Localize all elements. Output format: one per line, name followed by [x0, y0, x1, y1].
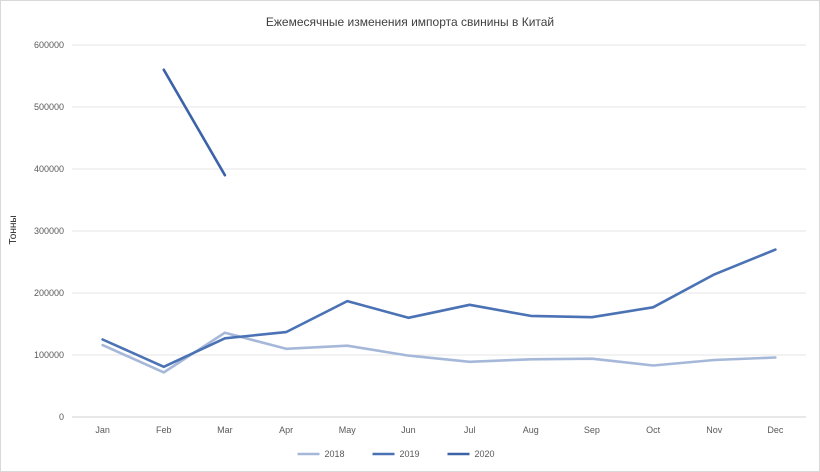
- series-line-2019: [101, 248, 777, 369]
- series-line-2018: [101, 331, 777, 374]
- y-tick-label: 200000: [34, 288, 64, 298]
- legend-label-2020: 2020: [475, 449, 495, 459]
- x-tick-label: Aug: [523, 425, 539, 435]
- y-tick-label: 400000: [34, 164, 64, 174]
- y-tick-label: 0: [59, 412, 64, 422]
- y-tick-label: 300000: [34, 226, 64, 236]
- legend-label-2019: 2019: [400, 449, 420, 459]
- x-tick-label: Mar: [217, 425, 233, 435]
- x-tick-label: Jul: [464, 425, 476, 435]
- x-tick-label: May: [339, 425, 357, 435]
- y-tick-label: 600000: [34, 40, 64, 50]
- legend-label-2018: 2018: [325, 449, 345, 459]
- x-tick-label: Feb: [156, 425, 172, 435]
- chart-title: Ежемесячные изменения импорта свинины в …: [266, 15, 554, 29]
- x-tick-label: Jun: [401, 425, 416, 435]
- x-tick-label: Dec: [767, 425, 784, 435]
- y-tick-label: 500000: [34, 102, 64, 112]
- x-tick-label: Jan: [95, 425, 110, 435]
- y-tick-label: 100000: [34, 350, 64, 360]
- x-tick-label: Sep: [584, 425, 600, 435]
- y-axis-label: Тонны: [8, 215, 19, 244]
- x-tick-label: Apr: [279, 425, 293, 435]
- series-line-2020: [162, 68, 227, 177]
- x-tick-label: Nov: [706, 425, 723, 435]
- x-tick-label: Oct: [646, 425, 661, 435]
